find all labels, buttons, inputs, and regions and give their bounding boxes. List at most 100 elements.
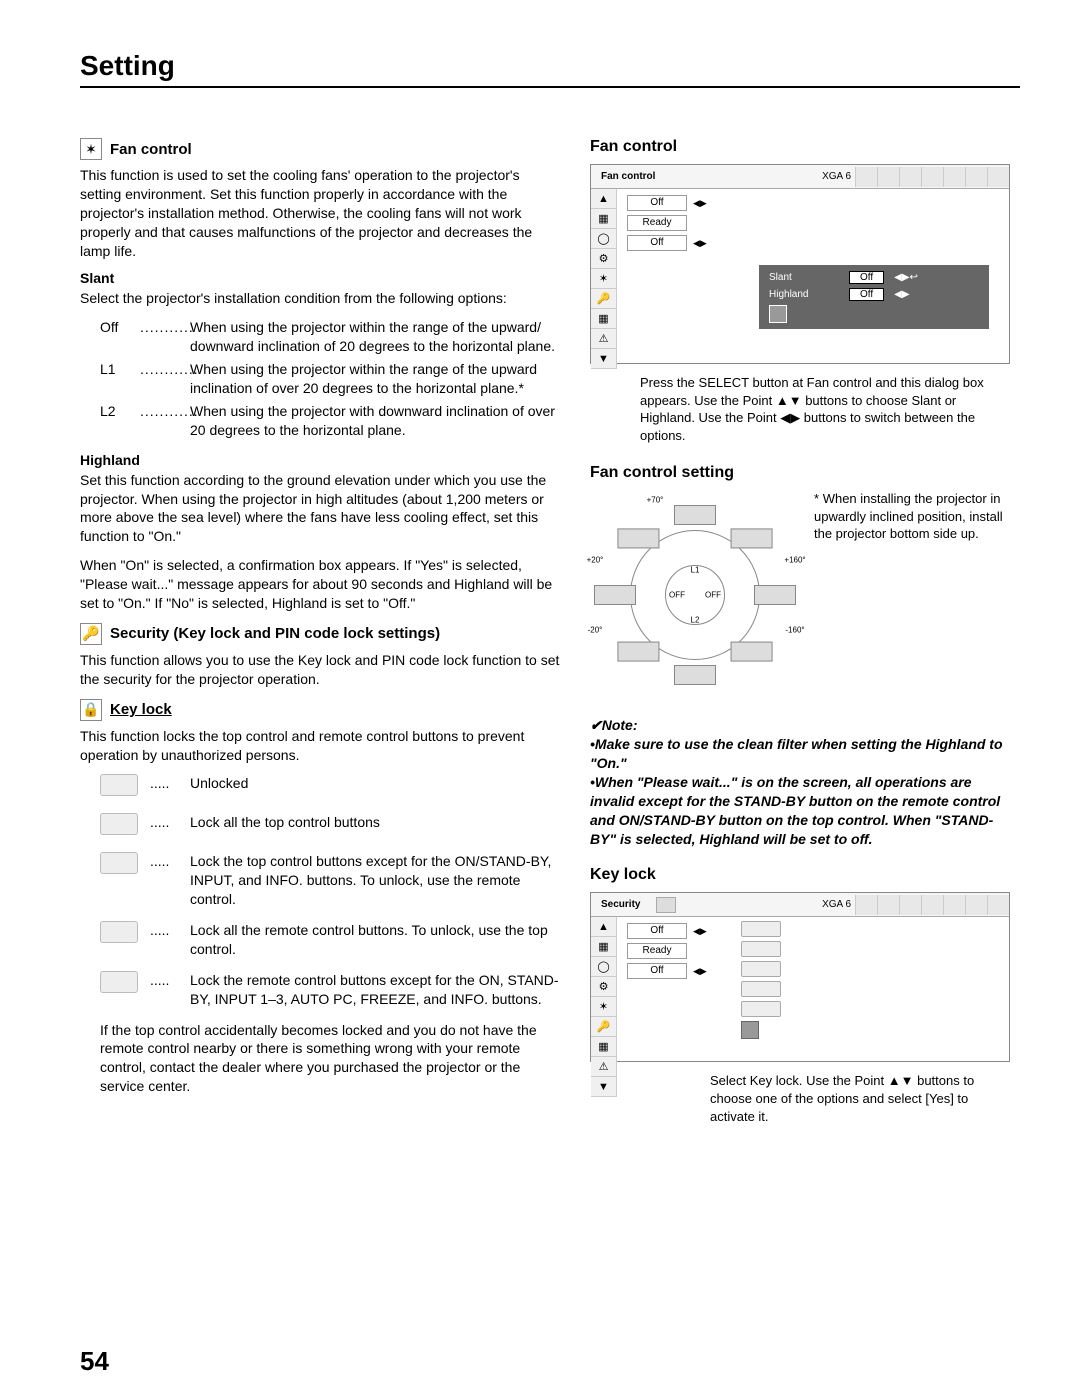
keylock-option-lock-top-except: ..... Lock the top control buttons excep… xyxy=(100,852,560,909)
projector-icon xyxy=(617,529,659,549)
projector-icon xyxy=(617,642,659,662)
fan-control-label: Fan control xyxy=(110,141,192,158)
diagram-note: * When installing the projector in upwar… xyxy=(814,490,1010,700)
menu-toolbar-icon xyxy=(899,895,921,915)
menu-header: Security XGA 6 xyxy=(591,893,1009,917)
right-fan-setting-heading: Fan control setting xyxy=(590,464,1010,482)
column-right: Fan control Fan control XGA 6 ▲ ▦ xyxy=(590,138,1010,1145)
keylock-top-except-icon xyxy=(100,852,138,874)
submenu-close-icon xyxy=(741,1021,759,1039)
projector-icon xyxy=(754,585,796,605)
sidebar-item-icon: ⚙ xyxy=(591,249,616,269)
arrows-icon: ◀▶ xyxy=(693,966,707,977)
note-head: ✔Note: xyxy=(590,716,1010,735)
sidebar-down-icon: ▼ xyxy=(591,349,616,369)
menu-toolbar-icon xyxy=(943,895,965,915)
arrows-icon: ◀▶ xyxy=(693,926,707,937)
arrows-icon: ◀▶ xyxy=(693,238,707,249)
menu-toolbar-icon xyxy=(965,895,987,915)
projector-icon xyxy=(674,665,716,685)
menu-toolbar-icon xyxy=(921,895,943,915)
keylock-option-lock-top-all: ..... Lock all the top control buttons xyxy=(100,813,560,840)
arrows-icon: ◀▶↩ xyxy=(894,272,918,283)
menu-row: Off◀▶ xyxy=(621,233,1005,253)
menu-toolbar-icon xyxy=(899,167,921,187)
menu-row: Off◀▶ xyxy=(621,921,731,941)
keylock-heading: 🔒 Key lock xyxy=(80,699,560,721)
diagram-label-l1: L1 xyxy=(691,566,700,575)
keylock-top-all-icon xyxy=(100,813,138,835)
sidebar-down-icon: ▼ xyxy=(591,1077,616,1097)
fan-control-caption: Press the SELECT button at Fan control a… xyxy=(640,374,1010,444)
highland-heading: Highland xyxy=(80,452,560,468)
sidebar-item-icon: ⚙ xyxy=(591,977,616,997)
keylock-unlocked-icon xyxy=(100,774,138,796)
key-icon: 🔑 xyxy=(80,623,102,645)
slant-option-l1: L1 ............ When using the projector… xyxy=(100,360,560,398)
submenu-row-highland: Highland Off ◀▶ xyxy=(769,288,979,301)
angle-label: -20° xyxy=(588,626,603,635)
sidebar-up-icon: ▲ xyxy=(591,917,616,937)
keylock-icon xyxy=(741,981,781,997)
keylock-label: Key lock xyxy=(110,701,172,718)
menu-sidebar: ▲ ▦ ◯ ⚙ ✶ 🔑 ▦ ⚠ ▼ xyxy=(591,917,617,1097)
menu-toolbar-icon xyxy=(921,167,943,187)
fan-angle-diagram: L1 OFF OFF L2 +70° +20° -20° +160° -160° xyxy=(590,490,800,700)
keylock-icon xyxy=(741,921,781,937)
highland-body1: Set this function according to the groun… xyxy=(80,471,560,547)
slant-intro: Select the projector's installation cond… xyxy=(80,289,560,308)
sidebar-item-icon: ✶ xyxy=(591,997,616,1017)
note-body-1: •Make sure to use the clean filter when … xyxy=(590,735,1010,773)
security-heading: 🔑 Security (Key lock and PIN code lock s… xyxy=(80,623,560,645)
keylock-option-lock-remote-except: ..... Lock the remote control buttons ex… xyxy=(100,971,560,1009)
menu-header: Fan control XGA 6 xyxy=(591,165,1009,189)
menu-toolbar-icon xyxy=(877,895,899,915)
sidebar-up-icon: ▲ xyxy=(591,189,616,209)
fan-control-body: This function is used to set the cooling… xyxy=(80,166,560,260)
note-body-2: •When "Please wait..." is on the screen,… xyxy=(590,773,1010,849)
highland-body2: When "On" is selected, a confirmation bo… xyxy=(80,556,560,613)
projector-icon xyxy=(674,505,716,525)
sidebar-fan-icon: ✶ xyxy=(591,269,616,289)
menu-row: Off◀▶ xyxy=(621,961,731,981)
menu-toolbar-icon xyxy=(987,895,1009,915)
menu-sidebar: ▲ ▦ ◯ ⚙ ✶ 🔑 ▦ ⚠ ▼ xyxy=(591,189,617,369)
sidebar-item-icon: ▦ xyxy=(591,1037,616,1057)
menu-row: Off◀▶ xyxy=(621,193,1005,213)
angle-label: +20° xyxy=(587,556,604,565)
arrows-icon: ◀▶ xyxy=(693,198,707,209)
projector-icon xyxy=(594,585,636,605)
fan-control-menu-screenshot: Fan control XGA 6 ▲ ▦ ◯ ⚙ xyxy=(590,164,1010,364)
menu-toolbar-icon xyxy=(855,167,877,187)
angle-label: -160° xyxy=(785,626,804,635)
keylock-footer: If the top control accidentally becomes … xyxy=(100,1021,560,1097)
diagram-label-off: OFF xyxy=(705,591,721,600)
sidebar-item-icon: 🔑 xyxy=(591,289,616,309)
page-number: 54 xyxy=(80,1346,109,1377)
menu-toolbar-icon xyxy=(877,167,899,187)
fan-icon: ✶ xyxy=(80,138,102,160)
keylock-options: ..... Unlocked ..... Lock all the top co… xyxy=(100,774,560,1008)
sidebar-item-icon: ⚠ xyxy=(591,1057,616,1077)
menu-header-icon xyxy=(656,897,676,913)
menu-toolbar-icon xyxy=(965,167,987,187)
arrows-icon: ◀▶ xyxy=(894,289,909,300)
keylock-icon xyxy=(741,961,781,977)
keylock-icon xyxy=(741,1001,781,1017)
right-keylock-heading: Key lock xyxy=(590,866,1010,884)
diagram-label-off: OFF xyxy=(669,591,685,600)
sidebar-item-icon: ⚠ xyxy=(591,329,616,349)
right-fan-control-heading: Fan control xyxy=(590,138,1010,156)
menu-toolbar-icon xyxy=(855,895,877,915)
menu-row: Ready xyxy=(621,941,731,961)
fan-control-submenu: Slant Off ◀▶↩ Highland Off ◀▶ xyxy=(759,265,989,329)
keylock-option-icons xyxy=(741,921,791,1093)
keylock-remote-except-icon xyxy=(100,971,138,993)
projector-icon xyxy=(731,642,773,662)
content-columns: ✶ Fan control This function is used to s… xyxy=(80,138,1020,1145)
angle-label: +70° xyxy=(647,496,664,505)
menu-row: Ready xyxy=(621,213,1005,233)
column-left: ✶ Fan control This function is used to s… xyxy=(80,138,560,1145)
security-body: This function allows you to use the Key … xyxy=(80,651,560,689)
projector-icon xyxy=(731,529,773,549)
